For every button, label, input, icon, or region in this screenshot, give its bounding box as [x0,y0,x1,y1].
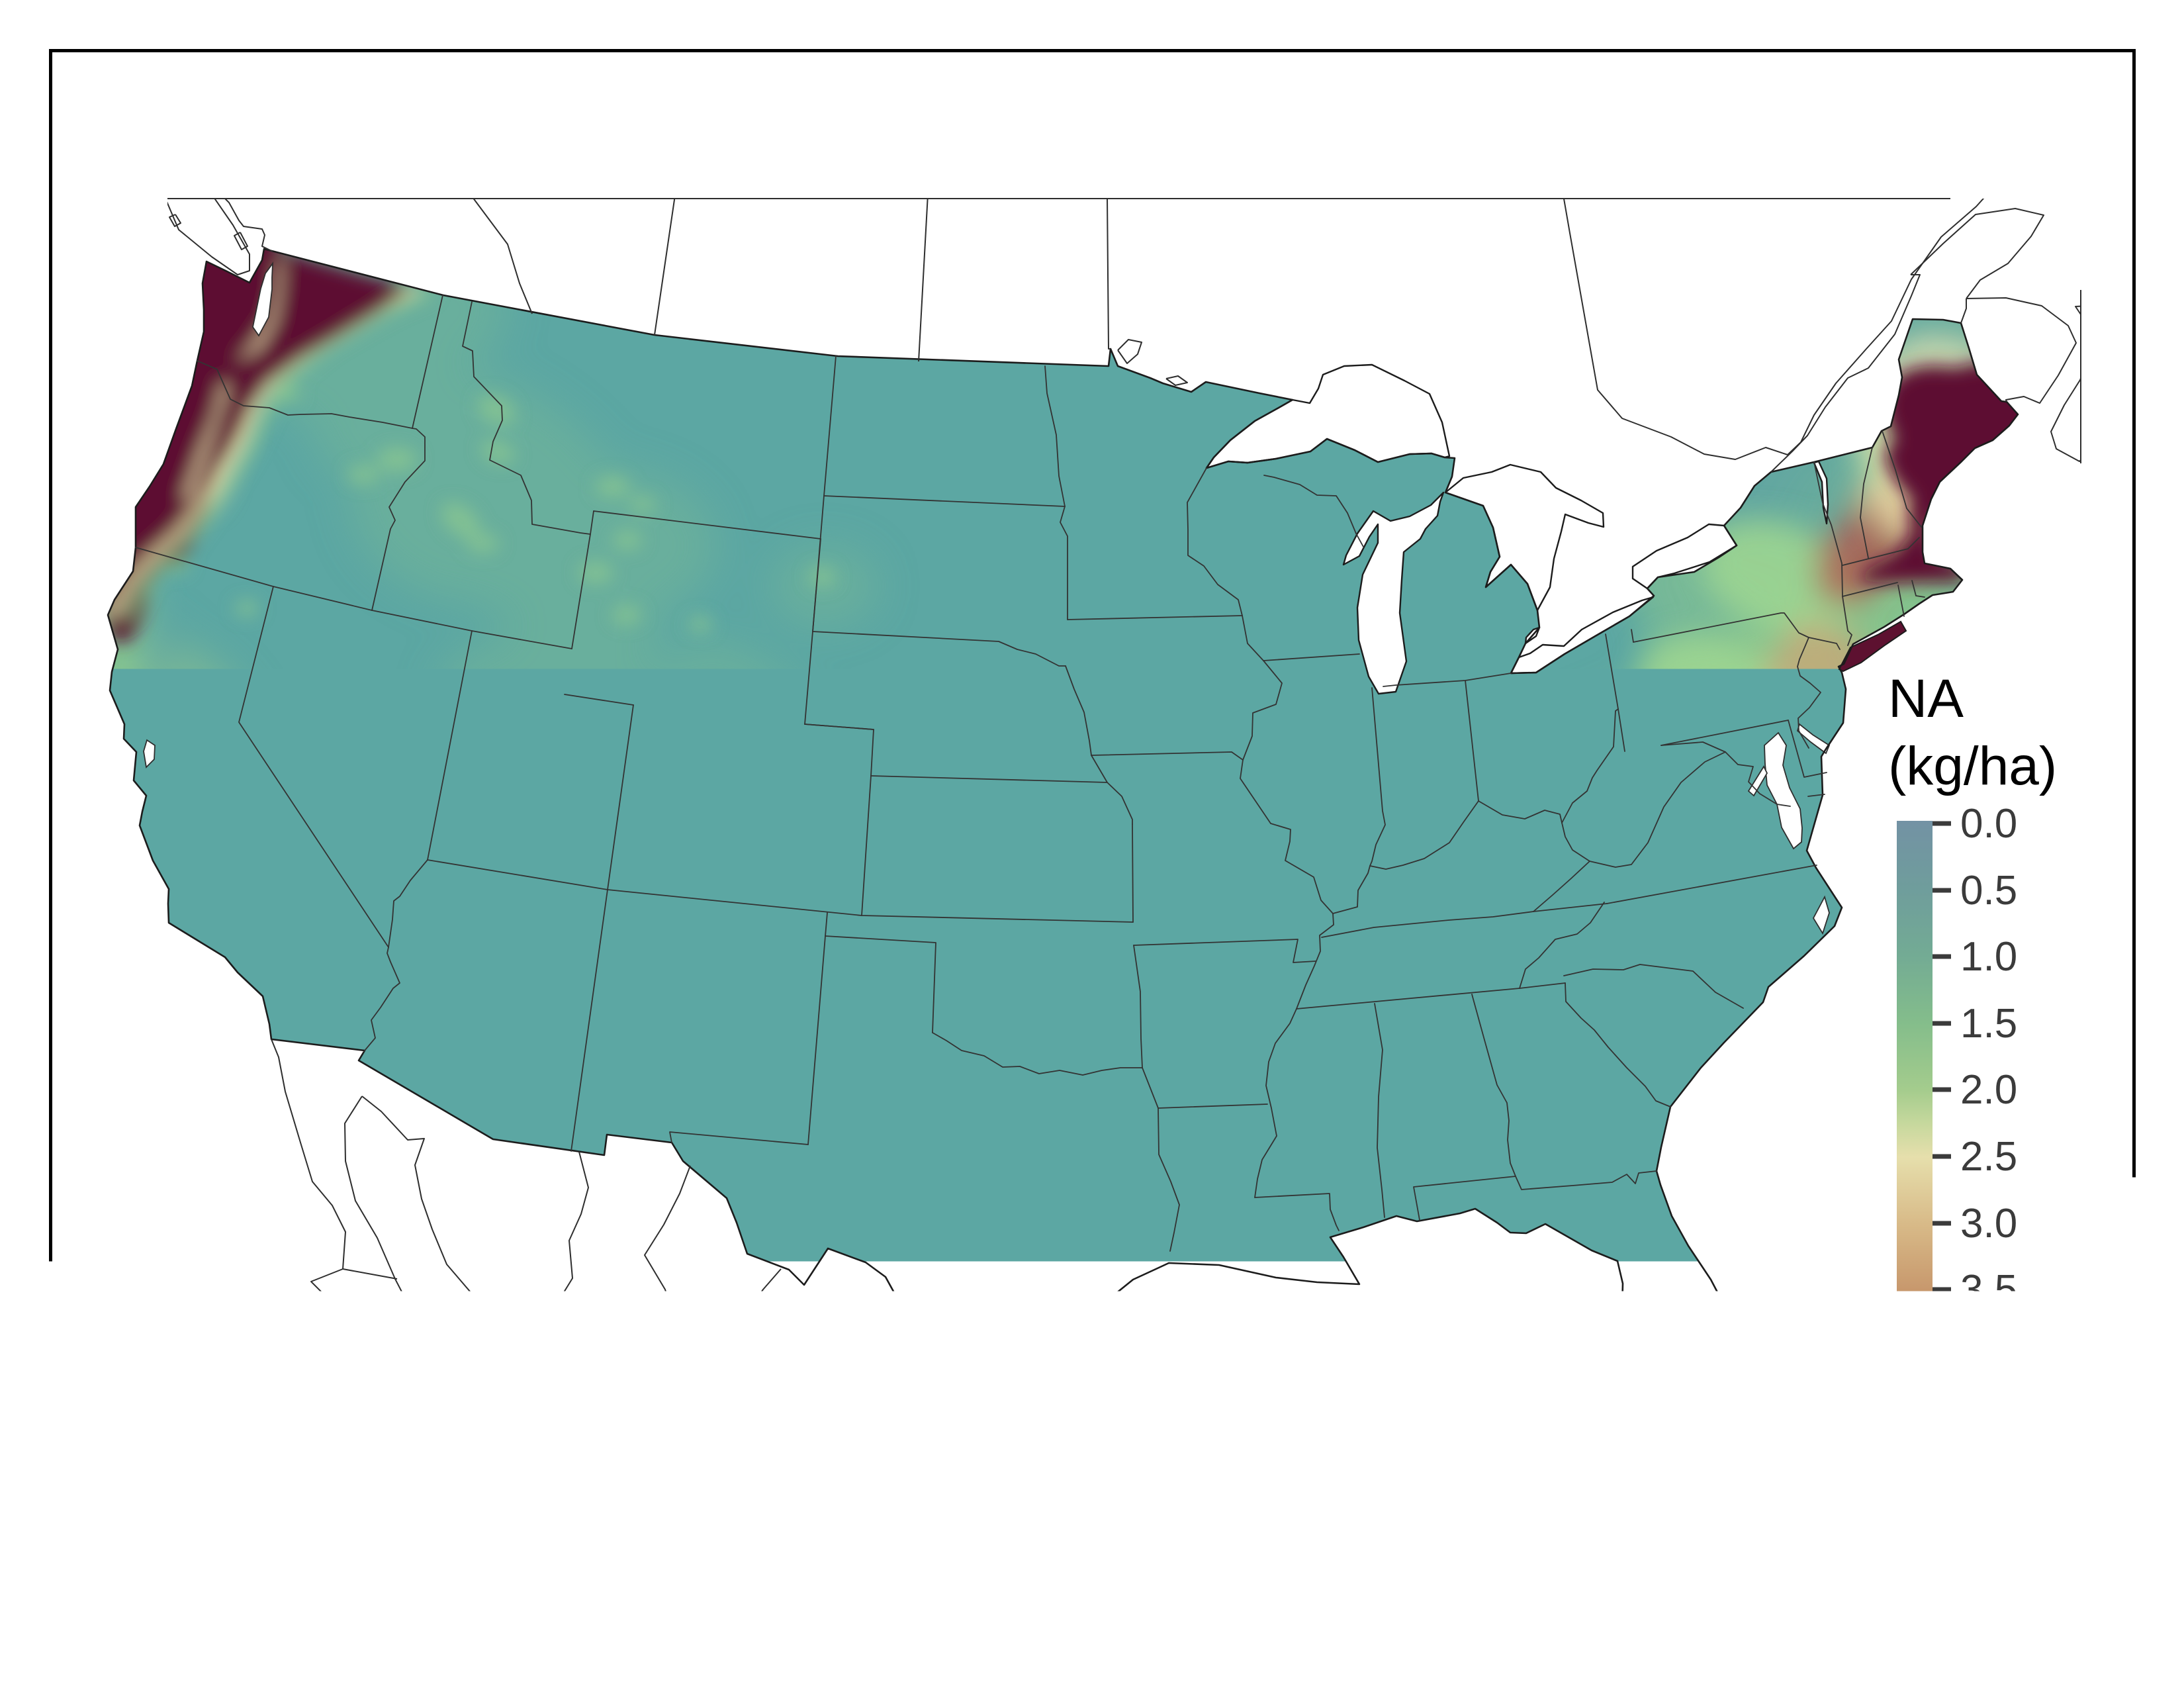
svg-text:3.5: 3.5 [1960,1267,2017,1313]
svg-text:USEPA O4/16/24: USEPA O4/16/24 [1756,1591,2089,1636]
svg-text:4.5: 4.5 [1960,1400,2017,1446]
svg-text:4.0: 4.0 [1960,1334,2017,1380]
svg-text:>5.0: >5.0 [1960,1467,2041,1513]
svg-text:0.5: 0.5 [1960,868,2017,914]
svg-text:2.0: 2.0 [1960,1067,2017,1113]
svg-text:Source: NADP, PRISM: Source: NADP, PRISM [101,1591,553,1636]
svg-text:0.0: 0.0 [1960,801,2017,847]
svg-text:(kg/ha): (kg/ha) [1888,736,2057,796]
svg-text:Wet sodium deposition 2OO8: Wet sodium deposition 2OO8 [584,1524,1307,1577]
svg-text:2.5: 2.5 [1960,1134,2017,1180]
svg-text:1.0: 1.0 [1960,934,2017,980]
svg-text:1.5: 1.5 [1960,1001,2017,1047]
svg-text:NA: NA [1888,669,1964,729]
svg-text:3.0: 3.0 [1960,1201,2017,1246]
